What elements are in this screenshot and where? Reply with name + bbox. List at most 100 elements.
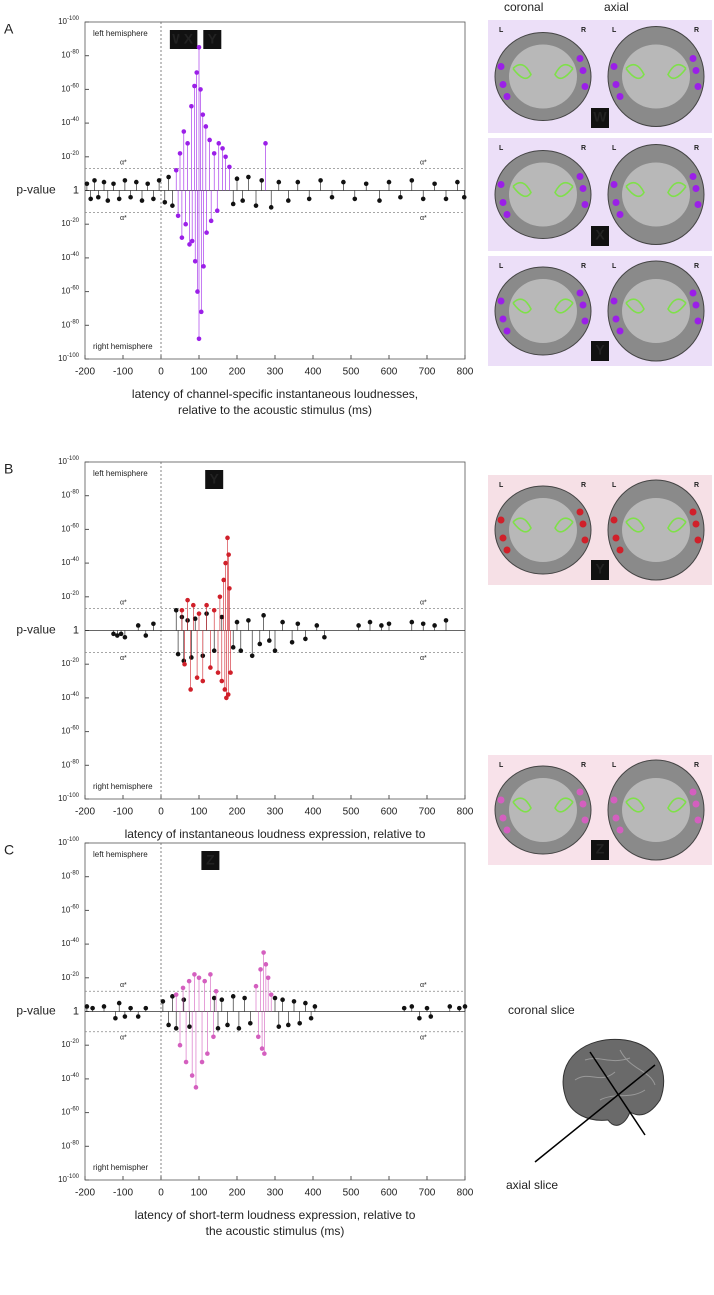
brain-letter: Z	[596, 841, 605, 857]
y-tick-label: 10-60	[61, 523, 79, 534]
point	[379, 623, 384, 628]
activation	[612, 814, 620, 822]
brain-row: L R L R X	[488, 138, 712, 251]
point	[122, 178, 128, 183]
activation	[579, 520, 587, 528]
activation	[610, 297, 618, 305]
point	[177, 151, 183, 156]
point	[173, 607, 179, 613]
brain-row: L R L R Y	[488, 256, 712, 366]
side-label: R	[581, 145, 586, 152]
y-tick-label: 10-60	[61, 725, 79, 736]
y-tick-label: 10-80	[61, 319, 79, 330]
point	[223, 154, 228, 160]
y-tick-label: 10-100	[58, 16, 80, 27]
point	[409, 178, 415, 183]
point	[268, 992, 274, 997]
point	[194, 675, 200, 680]
roi-outline	[512, 181, 574, 198]
letter-box	[591, 560, 609, 580]
y-tick-label: 10-20	[61, 1039, 79, 1050]
activation	[576, 173, 584, 180]
roi-outline	[625, 517, 687, 533]
x-tick-label: -200	[75, 1188, 95, 1199]
activation	[581, 83, 589, 90]
activation	[692, 301, 700, 309]
activation	[610, 516, 618, 524]
activation	[694, 201, 702, 208]
y-tick-label: 10-80	[61, 759, 79, 770]
activation	[694, 317, 702, 325]
y-tick-label: 10-20	[61, 218, 79, 229]
side-label: R	[694, 762, 699, 769]
point	[447, 1004, 453, 1009]
point	[185, 141, 190, 146]
y-tick-label: 10-80	[61, 1140, 79, 1151]
point	[122, 1014, 128, 1019]
point	[166, 174, 171, 180]
header-axial: axial	[604, 0, 629, 14]
activation	[692, 185, 700, 192]
activation	[581, 536, 589, 544]
point	[303, 636, 308, 642]
point	[173, 167, 179, 173]
point	[205, 1051, 210, 1056]
brain-inner	[622, 498, 690, 562]
brain-inner	[622, 778, 690, 842]
activation	[499, 199, 507, 206]
activation	[694, 536, 702, 544]
brain-inner	[509, 44, 577, 109]
brain-inner	[622, 162, 690, 227]
point	[211, 151, 217, 156]
roi-outline	[512, 63, 574, 80]
x-tick-label: 300	[267, 1188, 284, 1199]
point	[180, 985, 186, 991]
x-tick-label: 100	[191, 367, 208, 378]
x-tick-label: 400	[305, 807, 322, 818]
point	[175, 651, 181, 657]
point	[259, 1046, 265, 1051]
activation	[503, 826, 511, 834]
y-axis-label: p-value	[16, 623, 56, 637]
x-tick-label: 600	[381, 367, 398, 378]
activation	[612, 315, 620, 323]
brain-letter: W	[593, 109, 607, 125]
brain-row: L R L R W	[488, 20, 712, 133]
point	[265, 975, 271, 981]
brain-inner	[622, 44, 690, 109]
point	[189, 238, 195, 244]
activation	[497, 516, 505, 524]
point	[113, 1015, 118, 1021]
x-tick-label: 300	[267, 367, 284, 378]
point	[230, 645, 236, 650]
activation	[576, 788, 584, 796]
point	[268, 205, 274, 210]
activation	[694, 816, 702, 824]
activation	[610, 796, 618, 804]
alpha-label: α*	[120, 655, 127, 662]
point	[139, 198, 145, 203]
brain-inner	[509, 279, 577, 343]
point	[227, 164, 232, 170]
point	[203, 124, 209, 129]
y-tick-label: 1	[73, 624, 79, 636]
point	[409, 1004, 415, 1009]
point	[215, 670, 221, 675]
y-tick-label: 10-40	[61, 251, 79, 262]
hemisphere-label: right hemisphere	[93, 342, 153, 351]
point	[263, 141, 268, 146]
point	[312, 1004, 318, 1009]
point	[291, 999, 297, 1004]
side-label: R	[694, 482, 699, 489]
point	[122, 634, 128, 640]
y-axis-label: p-value	[16, 183, 56, 197]
point	[111, 181, 116, 187]
side-label: L	[499, 27, 504, 34]
point	[314, 623, 320, 628]
point	[417, 1015, 422, 1021]
point	[181, 997, 187, 1003]
annotation: X	[184, 31, 194, 47]
point	[248, 1020, 253, 1026]
header-coronal: coronal	[504, 0, 543, 14]
point	[234, 176, 240, 182]
